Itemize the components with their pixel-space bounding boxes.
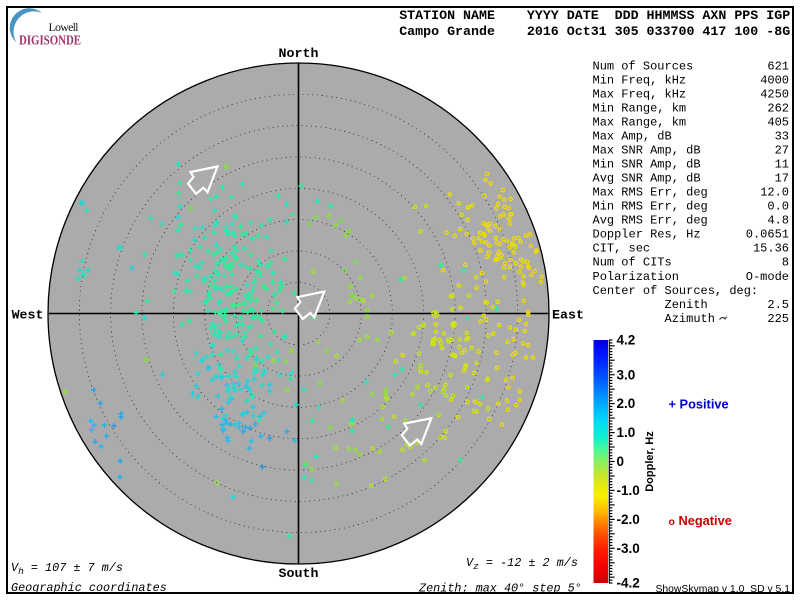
svg-text:15.36: 15.36 (753, 242, 789, 256)
svg-text:CIT, sec: CIT, sec (593, 242, 651, 256)
svg-text:o Negative: o Negative (669, 513, 732, 528)
svg-text:-3.0: -3.0 (617, 541, 640, 556)
svg-text:27: 27 (775, 144, 789, 158)
svg-text:Avg SNR Amp, dB: Avg SNR Amp, dB (593, 172, 701, 186)
svg-text:Campo Grande 2016 Oct31 305: Campo Grande 2016 Oct31 305 033700 417 1… (399, 24, 790, 39)
svg-text:Azimuth: Azimuth (593, 312, 715, 326)
svg-text:4250: 4250 (760, 87, 789, 101)
svg-text:Polarization: Polarization (593, 270, 679, 284)
svg-text:2.0: 2.0 (617, 396, 636, 411)
svg-text:ShowSkymap v 1.0 SD v 5.1: ShowSkymap v 1.0 SD v 5.1 (655, 584, 790, 595)
svg-text:Doppler, Hz: Doppler, Hz (644, 431, 656, 492)
svg-text:Num of Sources: Num of Sources (593, 59, 694, 73)
svg-text:4.2: 4.2 (617, 333, 636, 348)
svg-text:Max Amp, dB: Max Amp, dB (593, 129, 672, 143)
svg-text:8: 8 (782, 256, 789, 270)
svg-text:O-mode: O-mode (746, 270, 789, 284)
svg-text:4000: 4000 (760, 73, 789, 87)
svg-text:Lowell: Lowell (49, 20, 80, 34)
svg-text:2.5: 2.5 (767, 298, 789, 312)
svg-text:1.0: 1.0 (617, 425, 636, 440)
svg-text:Max SNR Amp, dB: Max SNR Amp, dB (593, 144, 701, 158)
svg-text:Min Range, km: Min Range, km (593, 101, 687, 115)
svg-text:33: 33 (775, 129, 789, 143)
svg-text:DIGISONDE: DIGISONDE (19, 33, 81, 48)
svg-text:17: 17 (775, 172, 789, 186)
svg-text:West: West (12, 307, 44, 322)
svg-text:262: 262 (767, 101, 789, 115)
svg-text:-1.0: -1.0 (617, 483, 640, 498)
svg-text:Geographic coordinates: Geographic coordinates (11, 581, 167, 595)
svg-text:Max RMS Err, deg: Max RMS Err, deg (593, 186, 708, 200)
svg-text:Zenith: Zenith (593, 298, 708, 312)
svg-text:0.0: 0.0 (767, 200, 789, 214)
svg-text:405: 405 (767, 115, 789, 129)
svg-text:Center of Sources, deg:: Center of Sources, deg: (593, 284, 759, 298)
svg-text:+ Positive: + Positive (669, 397, 729, 412)
svg-text:Max Range, km: Max Range, km (593, 115, 687, 129)
svg-text:Min RMS Err, deg: Min RMS Err, deg (593, 200, 708, 214)
svg-text:STATION NAME YYYY DATE DDD: STATION NAME YYYY DATE DDD HHMMSS AXN PP… (399, 8, 790, 23)
svg-text:0.0651: 0.0651 (746, 228, 789, 242)
svg-text:Min Freq, kHz: Min Freq, kHz (593, 73, 687, 87)
svg-text:12.0: 12.0 (760, 186, 789, 200)
svg-text:Num of CITs: Num of CITs (593, 256, 672, 270)
svg-text:Min SNR Amp, dB: Min SNR Amp, dB (593, 158, 701, 172)
svg-text:North: North (279, 46, 319, 61)
svg-text:-2.0: -2.0 (617, 512, 640, 527)
svg-text:4.8: 4.8 (767, 214, 789, 228)
svg-text:East: East (552, 307, 584, 322)
svg-text:Vh = 107 ± 7 m/s: Vh = 107 ± 7 m/s (11, 561, 123, 577)
svg-text:Doppler Res, Hz: Doppler Res, Hz (593, 228, 701, 242)
svg-text:0: 0 (617, 454, 625, 469)
svg-text:621: 621 (767, 59, 789, 73)
svg-text:Vz = -12 ± 2 m/s: Vz = -12 ± 2 m/s (466, 556, 578, 572)
svg-text:-4.2: -4.2 (617, 576, 640, 591)
svg-text:11: 11 (775, 158, 789, 172)
svg-text:Avg RMS Err, deg: Avg RMS Err, deg (593, 214, 708, 228)
svg-text:Zenith: max 40° step 5°: Zenith: max 40° step 5° (418, 582, 582, 596)
svg-text:3.0: 3.0 (617, 367, 636, 382)
svg-text:225: 225 (767, 312, 789, 326)
svg-text:South: South (279, 566, 319, 581)
svg-text:Max Freq, kHz: Max Freq, kHz (593, 87, 687, 101)
